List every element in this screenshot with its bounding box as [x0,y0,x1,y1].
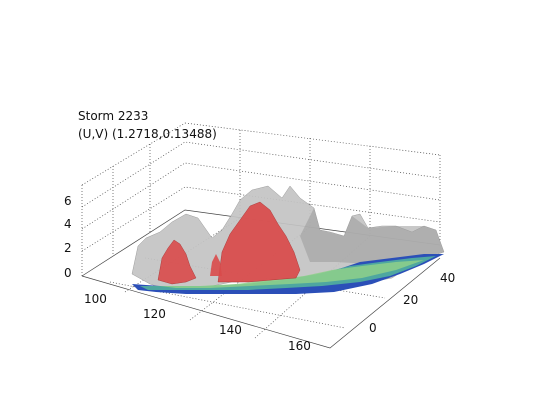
chart-subtitle: (U,V) (1.2718,0.13488) [78,127,217,141]
back-wall-left [81,122,441,276]
x-axis: 100 120 140 160 [84,292,311,353]
surface-shadow [300,208,444,264]
chart-title: Storm 2233 [78,109,149,123]
core-small [210,254,222,276]
z-axis: 6 4 2 0 [64,194,72,280]
grid-x [239,130,371,236]
y-axis: 0 20 40 [369,271,455,335]
x-tick-label: 140 [219,323,242,337]
x-tick-label: 120 [143,307,166,321]
band-green [160,260,424,288]
front-edges [81,257,441,349]
grid-z [81,141,441,252]
grid-y [112,144,151,256]
core-left [157,239,197,285]
y-tick-label: 40 [440,271,455,285]
z-tick-label: 4 [64,217,72,231]
z-tick-label: 6 [64,194,72,208]
y-tick-label: 0 [369,321,377,335]
z-tick-label: 2 [64,241,72,255]
band-teal [140,256,436,290]
core-center [217,201,301,283]
z-tick-label: 0 [64,266,72,280]
y-tick-label: 20 [403,293,418,307]
x-tick-label: 160 [288,339,311,353]
x-tick-label: 100 [84,292,107,306]
storm-surface [131,185,445,294]
